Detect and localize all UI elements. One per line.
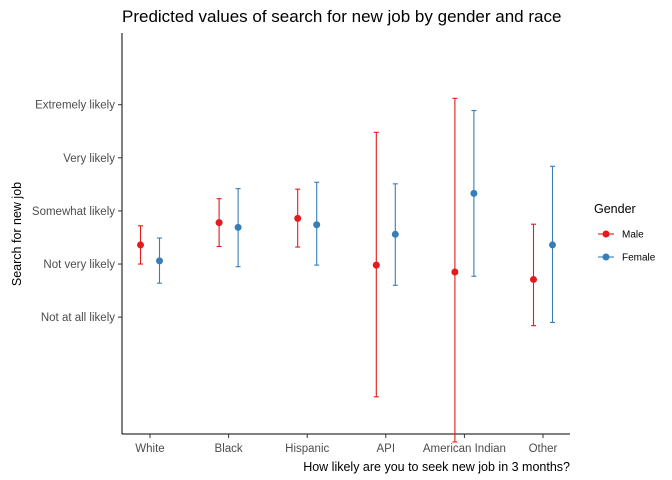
legend-label: Female [622,253,656,264]
x-ticks: White Black Hispanic API American Indian Othe… [135,434,558,455]
x-axis-title: How likely are you to seek new job in 3 … [303,460,570,474]
y-tick-label: Not at all likely [41,312,115,324]
point-female [234,223,242,231]
x-tick-label: White [135,443,164,455]
point-male [137,241,144,249]
point-female [156,257,163,265]
legend-key-point [602,253,610,261]
data-marks [137,97,556,443]
legend-key-point [602,230,610,238]
x-tick-label: American Indian [423,443,506,455]
point-female [313,221,321,229]
point-male [451,268,459,276]
point-female [549,241,556,249]
point-female [391,230,399,238]
point-male [530,275,537,283]
legend-title: Gender [594,202,636,216]
y-axis-title: Search for new job [10,182,24,286]
legend-label: Male [622,230,644,241]
y-tick-label: Not very likely [43,259,115,271]
x-tick-label: API [377,443,396,455]
point-female [470,189,478,197]
legend: Gender Male Female [594,202,656,264]
point-male [294,214,302,222]
legend-item-male: Male [598,230,644,241]
error-bar-male [531,223,536,327]
x-tick-label: Black [215,443,243,455]
y-tick-label: Somewhat likely [32,206,115,218]
x-tick-label: Other [529,443,558,455]
plot-area: Not at all likely Not very likely Somewhat… [32,33,570,455]
x-tick-label: Hispanic [285,443,329,455]
y-tick-label: Extremely likely [35,100,115,112]
legend-item-female: Female [598,253,656,264]
point-male [215,219,223,227]
chart-title: Predicted values of search for new job b… [122,7,561,26]
y-tick-label: Very likely [63,153,115,165]
point-male [372,261,380,269]
y-ticks: Not at all likely Not very likely Somewhat… [32,100,122,324]
